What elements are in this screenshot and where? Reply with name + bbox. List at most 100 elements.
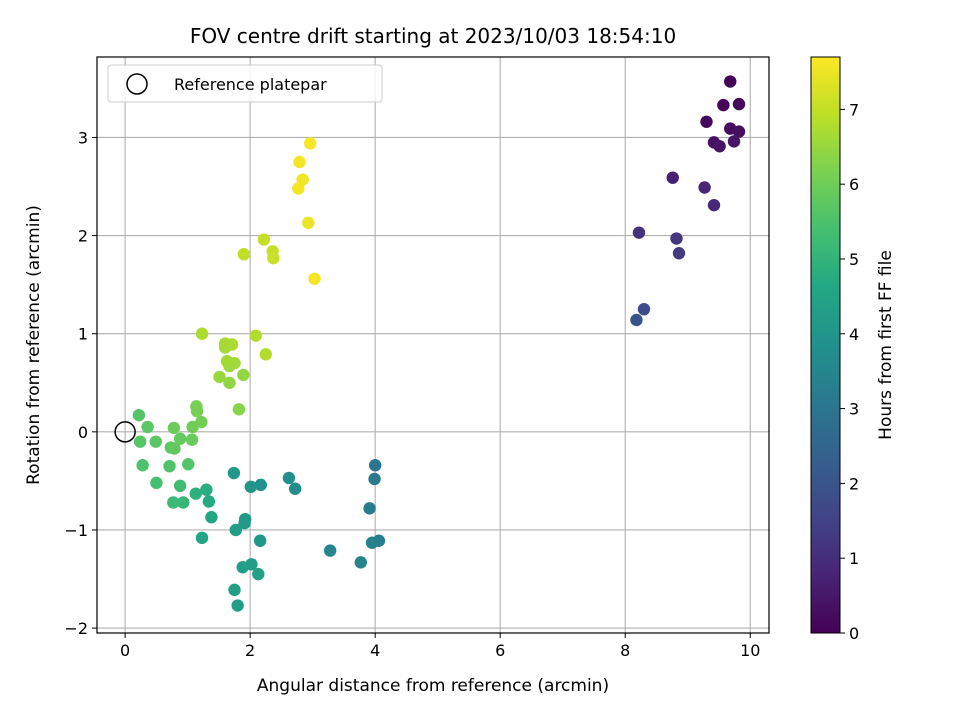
data-point — [713, 140, 726, 153]
data-point — [229, 523, 242, 537]
data-point — [254, 478, 267, 492]
data-point — [288, 482, 302, 495]
data-point — [195, 531, 209, 545]
data-point — [672, 247, 686, 260]
data-point — [168, 442, 181, 455]
data-point — [149, 435, 162, 448]
y-axis-ticks: −2 −1 0 1 2 3 — [64, 128, 97, 638]
data-point — [637, 302, 651, 316]
data-point — [213, 370, 226, 384]
data-point — [698, 181, 711, 194]
data-point — [257, 233, 271, 246]
data-point — [303, 137, 317, 150]
x-tick-label: 2 — [245, 641, 255, 660]
data-point — [323, 544, 337, 557]
data-point — [195, 415, 208, 429]
data-point — [732, 97, 746, 111]
reference-marker-group — [114, 421, 136, 443]
data-point — [200, 483, 213, 496]
data-point — [368, 459, 382, 472]
data-point — [232, 403, 246, 416]
data-point — [167, 421, 181, 435]
data-point — [132, 408, 146, 422]
data-point — [177, 496, 190, 509]
data-point — [732, 125, 746, 138]
data-point — [724, 75, 737, 88]
data-point — [308, 272, 321, 285]
data-point — [136, 459, 149, 472]
data-point — [223, 376, 236, 389]
colorbar-tick-label: 7 — [849, 100, 859, 119]
data-point — [717, 98, 730, 112]
y-tick-label: 0 — [78, 423, 88, 442]
data-point — [237, 368, 250, 382]
colorbar-tick-label: 2 — [849, 474, 859, 493]
data-point — [173, 432, 187, 445]
data-point — [666, 171, 679, 184]
data-point — [205, 511, 218, 524]
data-points — [132, 75, 746, 612]
data-point — [225, 338, 239, 351]
data-point — [173, 479, 187, 493]
data-point — [237, 248, 251, 261]
data-point — [133, 435, 147, 448]
x-tick-label: 10 — [740, 641, 760, 660]
colorbar-tick-label: 0 — [849, 624, 859, 643]
data-point — [238, 516, 251, 530]
y-tick-label: 2 — [78, 227, 88, 246]
colorbar-tick-label: 5 — [849, 250, 859, 269]
legend-box — [107, 64, 383, 103]
data-point — [727, 135, 741, 148]
data-point — [700, 115, 713, 128]
data-point — [182, 458, 195, 471]
data-point — [293, 155, 306, 169]
data-point — [195, 327, 209, 340]
data-point — [220, 354, 234, 368]
data-point — [244, 480, 257, 493]
data-point — [302, 216, 315, 230]
data-point — [363, 502, 376, 515]
x-tick-label: 8 — [620, 641, 630, 660]
data-point — [202, 495, 216, 508]
colorbar-label: Hours from first FF file — [876, 250, 896, 440]
y-tick-label: −2 — [64, 619, 88, 638]
data-point — [630, 313, 643, 327]
colorbar-tick-label: 4 — [849, 325, 859, 344]
chart-title: FOV centre drift starting at 2023/10/03 … — [190, 24, 676, 48]
data-point — [141, 420, 154, 434]
data-point — [163, 459, 176, 473]
x-tick-label: 4 — [370, 641, 380, 660]
data-point — [632, 226, 646, 239]
data-point — [259, 348, 272, 361]
colorbar-tick-label: 3 — [849, 400, 859, 419]
data-point — [267, 251, 280, 265]
data-point — [185, 433, 199, 446]
data-point — [252, 567, 265, 581]
data-point — [670, 232, 683, 245]
y-axis-label: Rotation from reference (arcmin) — [24, 205, 44, 485]
reference-platepar-marker — [114, 421, 136, 443]
plot-frame — [96, 56, 770, 634]
colorbar-ticks: 0 1 2 3 4 5 6 7 — [840, 100, 859, 643]
data-point — [292, 182, 305, 195]
data-point — [189, 487, 202, 500]
x-tick-label: 6 — [495, 641, 505, 660]
data-point — [228, 583, 241, 597]
data-point — [368, 472, 381, 486]
data-point — [707, 198, 721, 212]
data-point — [282, 471, 296, 485]
y-tick-label: −1 — [64, 521, 88, 540]
y-tick-label: 1 — [78, 325, 88, 344]
x-tick-label: 0 — [120, 641, 130, 660]
data-point — [354, 556, 367, 569]
x-axis-label: Angular distance from reference (arcmin) — [257, 676, 609, 696]
data-point — [167, 496, 180, 509]
legend-marker-reference — [126, 73, 148, 95]
data-point — [236, 561, 249, 574]
colorbar: 0 1 2 3 4 5 6 7 Hours from first FF file — [810, 56, 896, 643]
data-point — [190, 400, 203, 413]
y-tick-label: 3 — [78, 128, 88, 147]
data-point — [227, 466, 241, 480]
data-point — [150, 476, 163, 490]
legend: Reference platepar — [107, 64, 383, 103]
